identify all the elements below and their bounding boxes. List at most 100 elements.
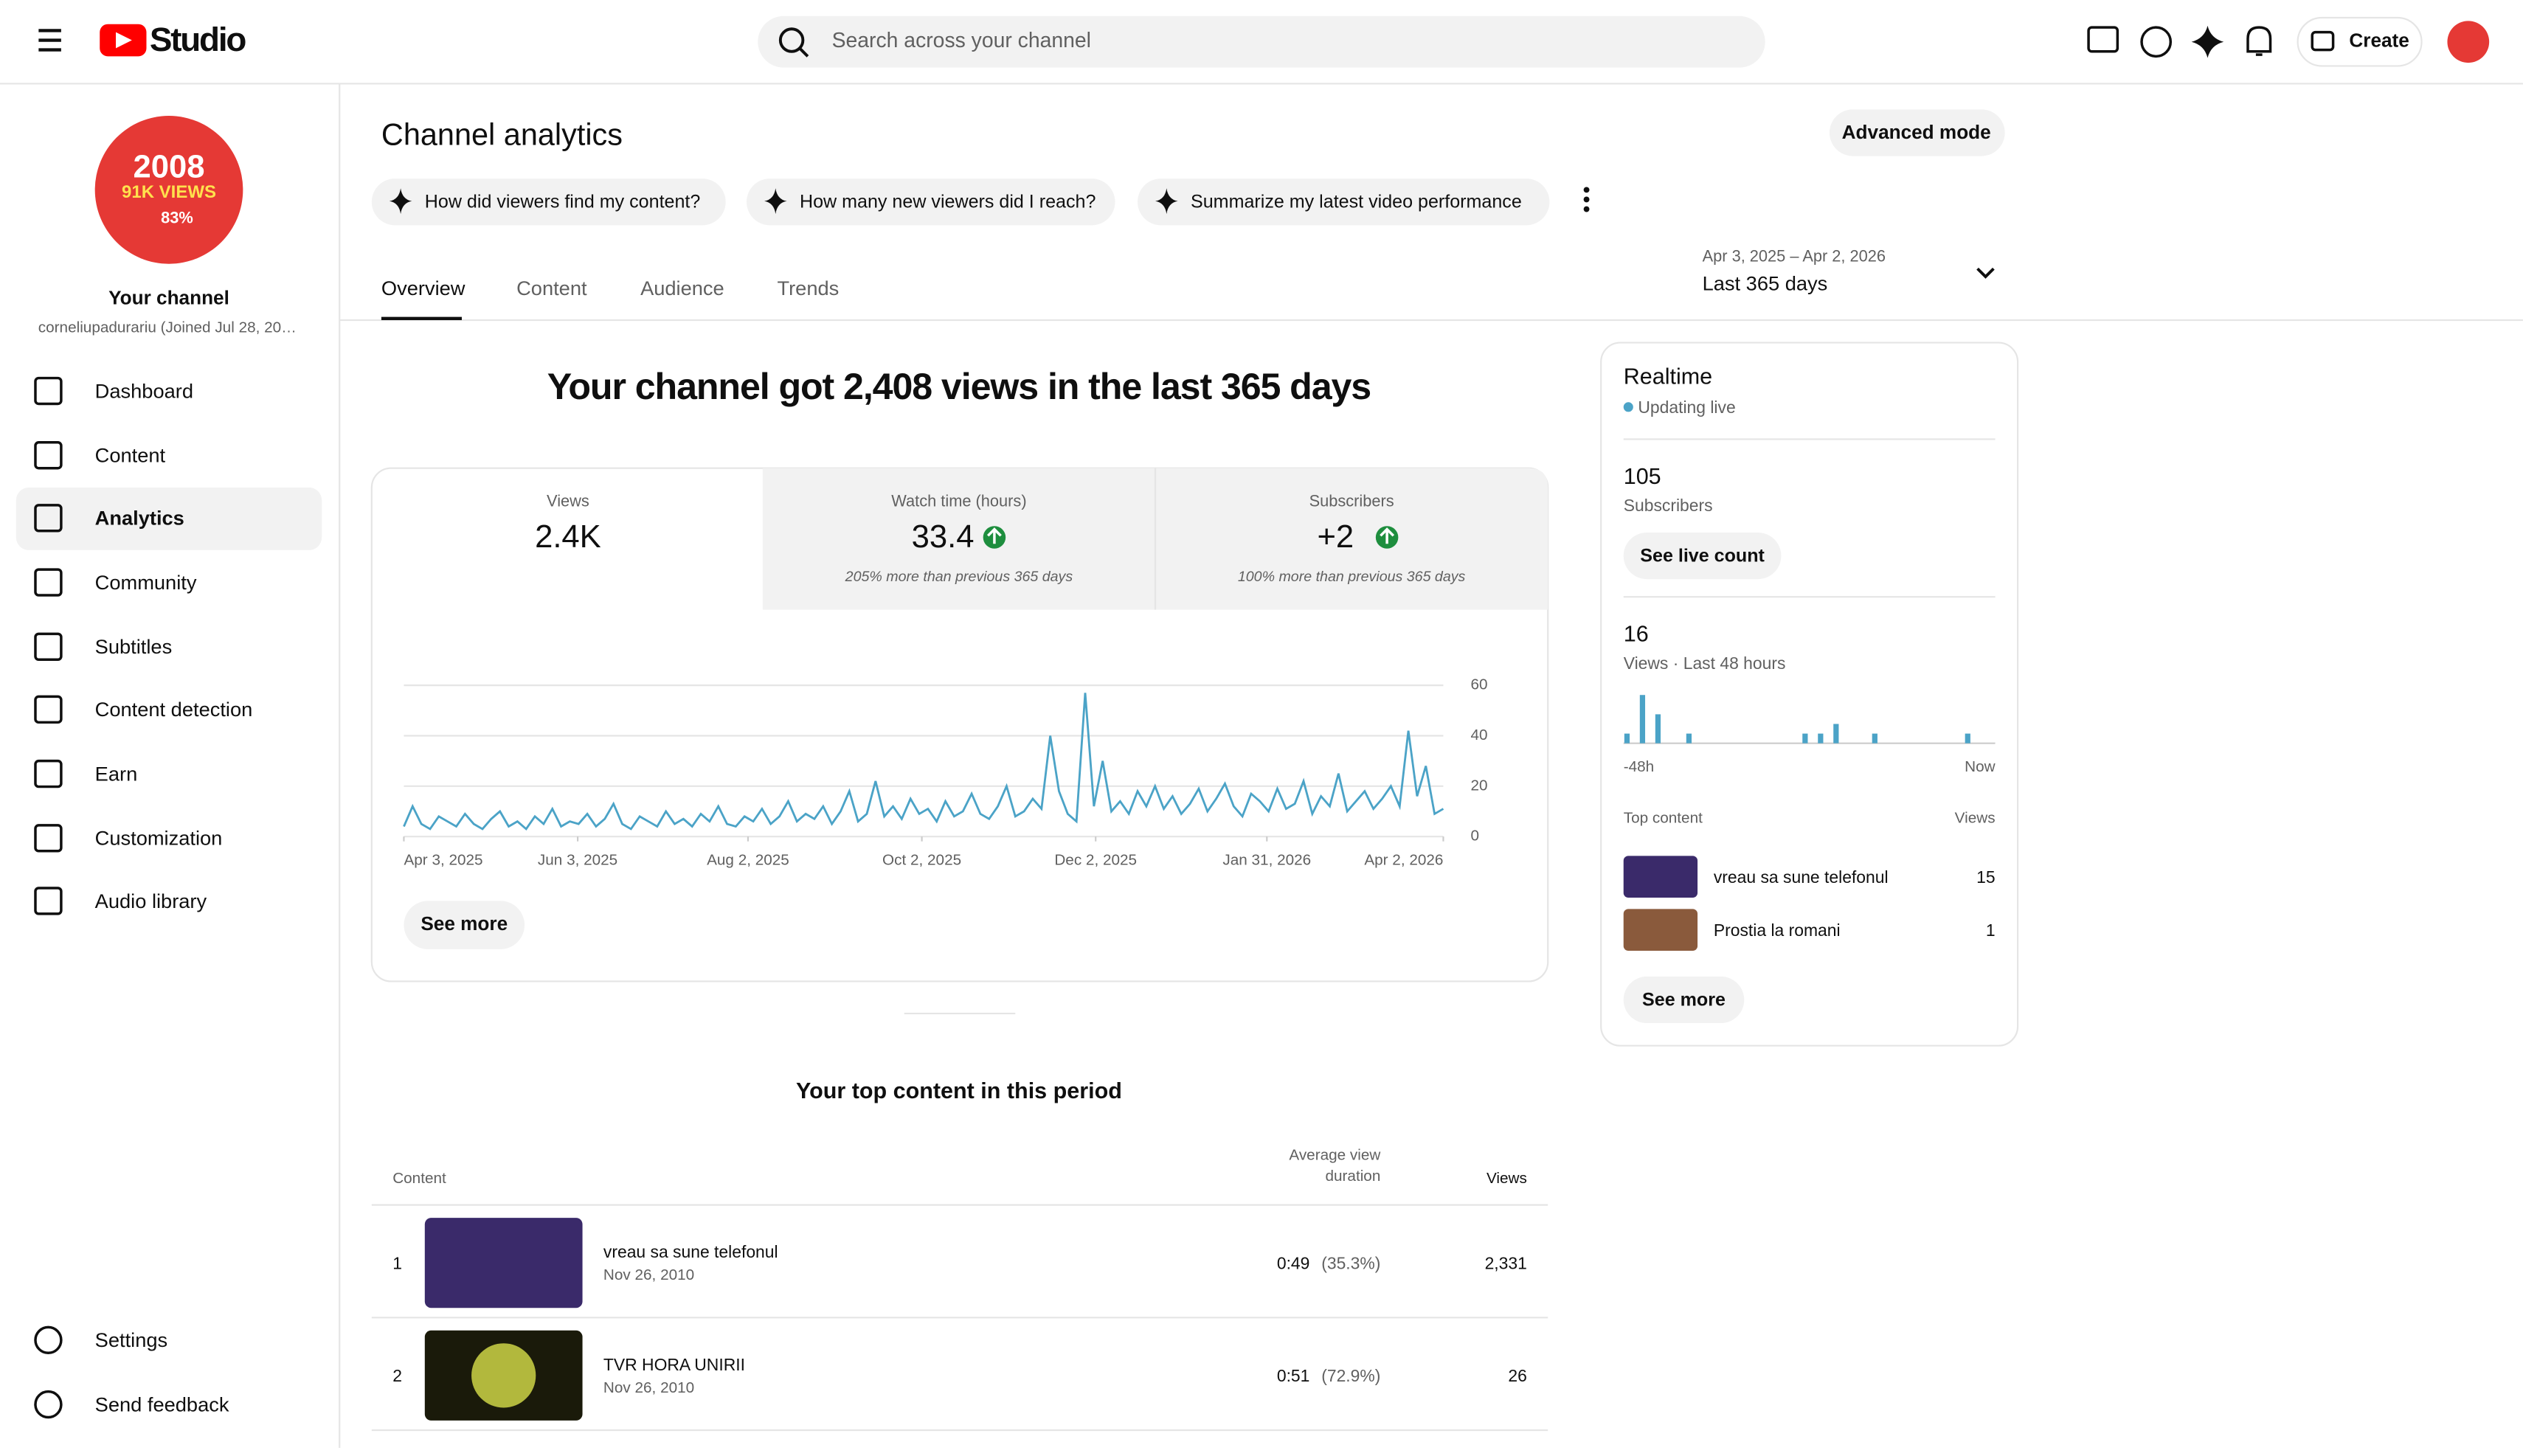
nav-icon[interactable]: [34, 632, 63, 661]
realtime-bar: [1624, 733, 1630, 743]
channel-avatar[interactable]: [94, 116, 243, 264]
page-title: Channel analytics: [381, 117, 623, 151]
date-range[interactable]: Apr 3, 2025 – Apr 2, 2026: [1703, 247, 1886, 266]
nav-icon[interactable]: [34, 504, 63, 533]
nav-item[interactable]: Subtitles: [95, 635, 173, 658]
metric-value: +2: [1317, 519, 1354, 555]
prompt-icon: [764, 188, 787, 215]
nav-icon[interactable]: [34, 1390, 63, 1419]
tab[interactable]: Audience: [640, 277, 724, 299]
column-header: Average view duration: [1289, 1147, 1381, 1186]
video-title[interactable]: vreau sa sune telefonul: [603, 1242, 778, 1261]
live-dot: [1623, 402, 1633, 412]
prompt-label[interactable]: How did viewers find my content?: [425, 191, 701, 212]
nav-item[interactable]: Community: [95, 571, 197, 594]
nav-icon[interactable]: [34, 568, 63, 597]
nav-icon[interactable]: [34, 441, 63, 470]
y-tick-label: 40: [1471, 727, 1488, 743]
nav-item[interactable]: Analytics: [95, 507, 184, 530]
prompt-icon: [1155, 188, 1178, 215]
realtime-end: Now: [1965, 758, 1996, 775]
video-title[interactable]: TVR HORA UNIRII: [603, 1355, 745, 1374]
advanced-button[interactable]: [1829, 109, 2005, 156]
logo-text[interactable]: Studio: [150, 21, 248, 58]
avg-duration: 0:51: [1277, 1366, 1310, 1385]
ai-icon[interactable]: [2191, 25, 2224, 58]
avg-duration: 0:49: [1277, 1253, 1310, 1272]
active-nav-bg: [15, 487, 322, 550]
realtime-views-label: Views · Last 48 hours: [1624, 654, 1786, 673]
nav-item[interactable]: Settings: [95, 1328, 167, 1351]
feedback-icon[interactable]: [2087, 26, 2119, 53]
channel-handle: corneliupadurariu (Joined Jul 28, 20…: [38, 319, 297, 336]
nav-item[interactable]: Customization: [95, 827, 223, 850]
nav-icon[interactable]: [34, 824, 63, 853]
nav-icon[interactable]: [34, 695, 63, 724]
realtime-bar: [1686, 733, 1692, 743]
thumbnail[interactable]: [424, 1218, 583, 1308]
x-tick-label: Aug 2, 2025: [707, 851, 789, 868]
thumbnail[interactable]: [1623, 909, 1698, 951]
realtime-bar: [1833, 724, 1839, 743]
nav-item[interactable]: Send feedback: [95, 1393, 229, 1415]
account-avatar[interactable]: [2447, 21, 2490, 63]
notifications-icon[interactable]: [2246, 26, 2272, 56]
video-title[interactable]: Prostia la romani: [1714, 921, 1841, 940]
date-label[interactable]: Last 365 days: [1703, 271, 1828, 294]
nav-item[interactable]: Earn: [95, 762, 138, 785]
menu-button[interactable]: [38, 29, 61, 52]
realtime-bar: [1872, 733, 1877, 743]
search-placeholder[interactable]: Search across your channel: [832, 29, 1091, 52]
column-header: Content: [392, 1170, 446, 1187]
advanced-label[interactable]: Advanced mode: [1842, 121, 1991, 143]
realtime-card: [1600, 342, 2019, 1047]
see-more-button[interactable]: [404, 901, 525, 949]
tab[interactable]: Content: [516, 277, 587, 299]
realtime-see-more[interactable]: [1623, 976, 1745, 1024]
nav-item[interactable]: Dashboard: [95, 379, 193, 402]
metric-value: 2.4K: [535, 519, 601, 555]
thumbnail[interactable]: [1623, 856, 1698, 898]
y-tick-label: 20: [1471, 777, 1488, 794]
realtime-status: Updating live: [1638, 398, 1735, 417]
realtime-bar: [1965, 733, 1970, 743]
video-title[interactable]: vreau sa sune telefonul: [1714, 867, 1889, 887]
views-line: [403, 693, 1444, 831]
create-label[interactable]: Create: [2349, 30, 2409, 52]
realtime-see-more-label[interactable]: See more: [1642, 989, 1726, 1010]
more-button[interactable]: [1583, 187, 1590, 212]
nav-icon[interactable]: [34, 887, 63, 915]
x-tick-label: Oct 2, 2025: [882, 851, 961, 868]
nav-icon[interactable]: [34, 376, 63, 406]
date-dropdown[interactable]: [1976, 267, 1995, 279]
row-rank: 1: [392, 1253, 402, 1272]
trend-up-arrow: [986, 527, 1002, 544]
search-box[interactable]: [758, 15, 1765, 68]
nav-item[interactable]: Content detection: [95, 698, 253, 721]
help-icon[interactable]: [2140, 26, 2173, 58]
live-count-button[interactable]: [1623, 532, 1782, 580]
trend-up-arrow: [1380, 527, 1395, 544]
x-tick-label: Jan 31, 2026: [1222, 851, 1311, 868]
nav-icon[interactable]: [34, 759, 63, 788]
create-button[interactable]: [2297, 16, 2423, 67]
see-more-label[interactable]: See more: [420, 912, 508, 935]
nav-icon[interactable]: [34, 1325, 63, 1355]
prompt-chip[interactable]: [747, 178, 1115, 226]
nav-item[interactable]: Audio library: [95, 890, 207, 912]
subscriber-label: Subscribers: [1624, 496, 1713, 515]
tab[interactable]: Trends: [777, 277, 839, 299]
video-views: 1: [1986, 921, 1996, 940]
tab[interactable]: Overview: [381, 277, 466, 299]
prompt-label[interactable]: How many new viewers did I reach?: [800, 191, 1096, 212]
prompt-label[interactable]: Summarize my latest video performance: [1191, 191, 1522, 212]
live-count-label[interactable]: See live count: [1640, 545, 1765, 566]
row-views: 2,331: [1485, 1253, 1527, 1272]
prompt-chip[interactable]: [371, 178, 726, 226]
prompt-chip[interactable]: [1138, 178, 1550, 226]
nav-item[interactable]: Content: [95, 444, 166, 467]
y-tick-label: 0: [1471, 828, 1480, 845]
x-tick-label: Jun 3, 2025: [538, 851, 617, 868]
video-date: Nov 26, 2010: [603, 1379, 694, 1396]
